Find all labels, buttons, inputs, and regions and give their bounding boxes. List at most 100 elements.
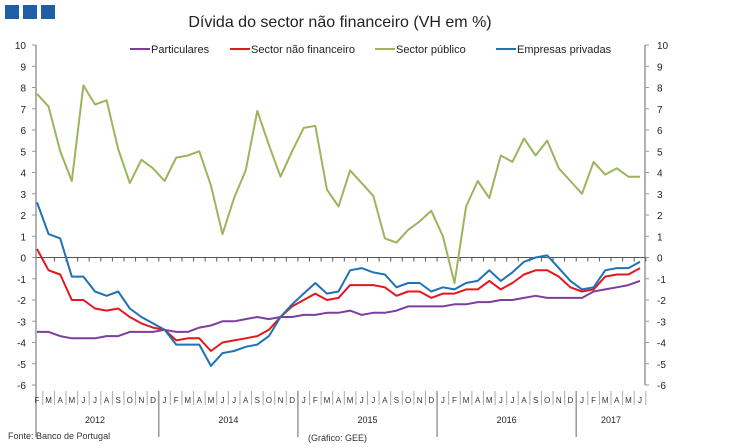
series-line-sector-n-o-financeiro [36,248,641,352]
source-note: Fonte: Banco de Portugal [8,431,110,441]
month-label: D [568,396,574,405]
month-label: O [127,396,133,405]
month-label: M [324,396,331,405]
logo-square [23,5,37,19]
logo-square [41,5,55,19]
y-tick-label-left: 1 [20,232,26,243]
credit-note: (Gráfico: GEE) [308,433,367,443]
y-tick-label-right: -1 [657,275,666,286]
year-label: 2015 [357,415,377,425]
month-label: J [360,396,364,405]
y-tick-label-right: 0 [657,254,663,265]
y-tick-label-left: 4 [20,169,26,180]
y-tick-label-left: -3 [17,317,26,328]
month-label: J [510,396,514,405]
month-label: A [614,396,620,405]
legend-label: Particulares [151,44,210,56]
month-label: M [184,396,191,405]
year-label: 2014 [218,415,238,425]
y-tick-label-right: -6 [657,381,666,392]
year-label: 2016 [497,415,517,425]
month-label: S [533,396,538,405]
month-label: A [475,396,481,405]
y-tick-label-left: -5 [17,360,26,371]
y-tick-label-left: 8 [20,84,26,95]
month-label: M [463,396,470,405]
year-label: 2017 [601,415,621,425]
y-tick-label-left: 10 [15,41,27,52]
legend-label: Sector público [396,44,466,56]
y-tick-label-right: 6 [657,126,663,137]
y-tick-label-right: 5 [657,147,663,158]
month-label: D [428,396,434,405]
y-tick-label-left: -4 [17,339,26,350]
month-label: J [638,396,642,405]
month-label: S [116,396,121,405]
month-label: F [452,396,457,405]
month-label: D [289,396,295,405]
month-label: A [382,396,388,405]
month-label: F [35,396,40,405]
y-tick-label-right: 8 [657,84,663,95]
y-tick-label-right: 3 [657,190,663,201]
month-label: N [556,396,562,405]
y-tick-label-right: -3 [657,317,666,328]
y-tick-label-right: 1 [657,232,663,243]
month-label: J [93,396,97,405]
month-label: F [591,396,596,405]
y-tick-label-right: -2 [657,296,666,307]
month-label: M [625,396,632,405]
month-label: D [150,396,156,405]
month-label: A [243,396,249,405]
month-label: M [347,396,354,405]
chart-title: Dívida do sector não financeiro (VH em %… [188,14,491,31]
month-label: S [255,396,260,405]
y-tick-label-left: -2 [17,296,26,307]
month-label: N [278,396,284,405]
series-line-empresas-privadas [36,201,641,367]
y-tick-label-left: 3 [20,190,26,201]
y-tick-label-right: -5 [657,360,666,371]
month-label: O [405,396,411,405]
month-label: M [208,396,215,405]
y-tick-label-right: 10 [657,41,669,52]
y-tick-label-left: 7 [20,105,26,116]
y-tick-label-left: 6 [20,126,26,137]
month-label: M [486,396,493,405]
y-tick-label-right: 4 [657,169,663,180]
month-label: J [81,396,85,405]
month-label: J [441,396,445,405]
month-label: J [580,396,584,405]
month-label: J [302,396,306,405]
y-tick-label-left: 2 [20,211,26,222]
y-tick-label-left: -6 [17,381,26,392]
month-label: J [221,396,225,405]
y-tick-label-right: -4 [657,339,666,350]
month-label: O [544,396,550,405]
year-label: 2012 [85,415,105,425]
month-label: N [417,396,423,405]
month-label: J [499,396,503,405]
legend-label: Sector não financeiro [251,44,355,56]
month-label: F [174,396,179,405]
month-label: F [313,396,318,405]
month-label: A [521,396,527,405]
month-label: A [197,396,203,405]
month-label: A [104,396,110,405]
month-label: J [232,396,236,405]
y-tick-label-right: 9 [657,62,663,73]
month-label: J [371,396,375,405]
y-tick-label-left: 5 [20,147,26,158]
month-label: A [58,396,64,405]
month-label: M [45,396,52,405]
legend-label: Empresas privadas [517,44,612,56]
series-line-sector-p-blico [36,84,640,284]
month-label: M [602,396,609,405]
month-label: O [266,396,272,405]
y-tick-label-right: 7 [657,105,663,116]
month-label: M [68,396,75,405]
month-label: N [138,396,144,405]
month-label: A [336,396,342,405]
